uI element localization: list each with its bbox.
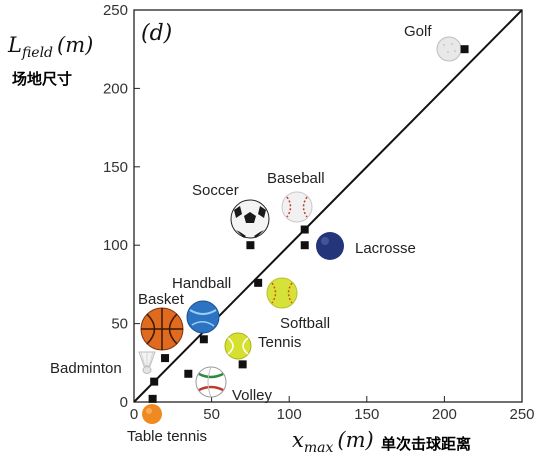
reference-line (133, 9, 523, 403)
x-axis-title: xmax (m) (292, 428, 374, 456)
table-tennis-ball-icon (142, 404, 162, 424)
label-basket: Basket (138, 291, 185, 308)
data-markers (148, 45, 469, 403)
data-point-tennis (199, 335, 208, 344)
ball-icons (138, 36, 462, 424)
data-point-handball (254, 278, 263, 287)
golf-ball-icon (436, 36, 462, 62)
data-point-soccer (246, 241, 255, 250)
data-point-badminton (150, 377, 159, 386)
label-tennis: Tennis (258, 334, 301, 351)
data-point-baseball (300, 225, 309, 234)
y-axis-title: Lfield (m) (7, 33, 93, 61)
label-table-tennis: Table tennis (127, 428, 207, 445)
x-axis-title-cn: 单次击球距离 (381, 435, 471, 453)
y-tick-label: 100 (103, 237, 128, 254)
soccer-ball-icon (230, 199, 270, 239)
label-handball: Handball (172, 275, 231, 292)
softball-icon (266, 277, 298, 309)
basketball-icon (140, 307, 184, 351)
y-tick-label: 150 (103, 159, 128, 176)
y-tick-label: 0 (120, 394, 128, 411)
handball-icon (186, 300, 220, 334)
y-tick-label: 250 (103, 2, 128, 19)
label-baseball: Baseball (267, 170, 325, 187)
y-axis-title-main: L (7, 33, 22, 57)
panel-label: (d) (141, 21, 172, 46)
x-tick-label: 100 (277, 406, 302, 423)
label-golf: Golf (404, 23, 432, 40)
lacrosse-ball-icon (316, 232, 344, 260)
y-axis-title-sub: field (21, 45, 53, 61)
data-point-golf (460, 45, 469, 54)
label-soccer: Soccer (192, 182, 239, 199)
x-tick-label: 0 (130, 406, 138, 423)
tennis-ball-icon (224, 332, 252, 360)
shuttlecock-icon (138, 351, 156, 374)
y-axis-title-unit: (m) (57, 33, 93, 57)
label-lacrosse: Lacrosse (355, 240, 416, 257)
data-point-lacrosse (300, 241, 309, 250)
data-point-basket (161, 354, 170, 363)
plot-frame (133, 9, 523, 403)
x-tick-label: 50 (203, 406, 220, 423)
x-tick-label: 150 (354, 406, 379, 423)
point-labels: Golf Soccer Baseball Lacrosse Handball S… (50, 23, 432, 445)
x-axis-title-unit: (m) (337, 428, 373, 452)
x-axis-title-main: x (292, 428, 304, 452)
x-axis-title-sub: max (304, 440, 334, 456)
x-ticks: 0 50 100 150 200 250 (130, 396, 535, 423)
baseball-icon (281, 191, 313, 223)
label-softball: Softball (280, 315, 330, 332)
data-point-volley (184, 369, 193, 378)
y-tick-label: 50 (111, 316, 128, 333)
volleyball-icon (195, 366, 227, 398)
label-volley: Volley (232, 387, 273, 404)
label-badminton: Badminton (50, 360, 122, 377)
data-point-softball (238, 360, 247, 369)
data-point-table-tennis (148, 394, 157, 403)
y-tick-label: 200 (103, 80, 128, 97)
x-tick-label: 250 (509, 406, 534, 423)
y-ticks: 0 50 100 150 200 250 (103, 2, 140, 411)
y-axis-title-cn: 场地尺寸 (12, 70, 72, 88)
x-tick-label: 200 (432, 406, 457, 423)
